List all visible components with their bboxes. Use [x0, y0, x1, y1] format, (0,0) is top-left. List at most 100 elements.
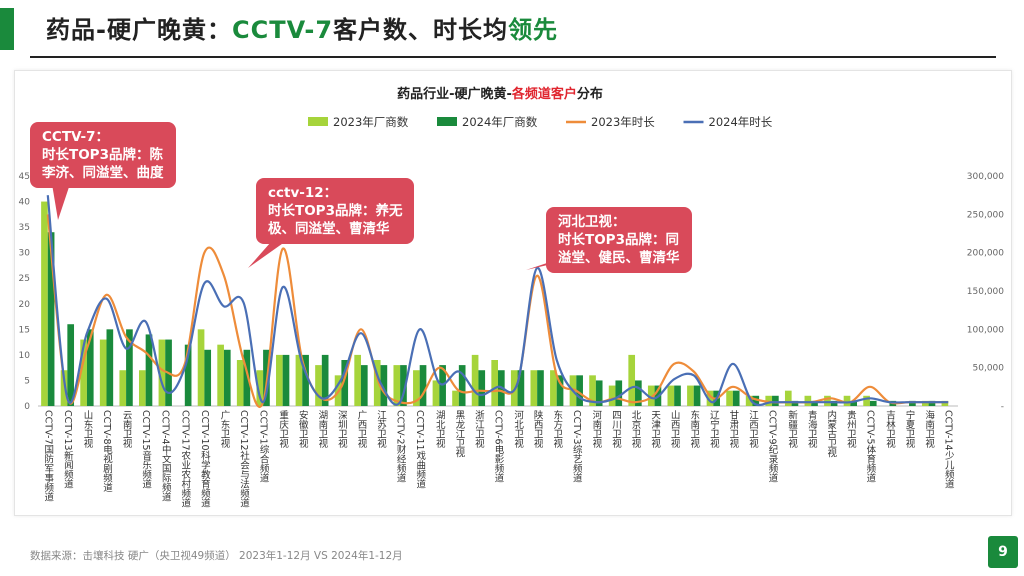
y-right-tick-label: -	[1001, 402, 1004, 412]
bar-2024-count	[184, 344, 192, 406]
bar-2023-count	[60, 370, 68, 406]
callout-line: cctv-12：	[268, 185, 338, 201]
callout-cctv12: cctv-12： 时长TOP3品牌：养无 极、同溢堂、曹清华	[256, 178, 415, 244]
y-left-tick-label: 10	[19, 351, 31, 361]
x-tick-label: 东南卫视	[688, 409, 700, 449]
bar-2023-count	[589, 375, 596, 406]
bar-2023-count	[726, 390, 733, 406]
bar-2024-count	[126, 329, 133, 406]
y-left-tick-label: 0	[24, 402, 30, 412]
bar-2023-count	[373, 360, 381, 406]
x-tick-label: 黑龙江卫视	[453, 410, 465, 458]
chart-title: 药品行业-硬广晚黄-各频道客户分布	[397, 86, 603, 102]
callout-line: 时长TOP3品牌：陈	[42, 147, 163, 163]
bar-2024-count	[145, 334, 153, 406]
x-tick-label: 山东卫视	[81, 410, 93, 449]
bar-2023-count	[706, 390, 714, 406]
bar-2024-count	[321, 354, 329, 406]
y-right-tick-label: 50,000	[973, 364, 1005, 374]
bar-2023-count	[80, 339, 87, 406]
legend-label: 2023年厂商数	[333, 115, 409, 129]
x-tick-label: CCTV-8电视剧频道	[101, 410, 113, 493]
x-tick-label: CCTV-5体育频道	[864, 410, 876, 483]
x-tick-label: CCTV-3综艺频道	[571, 410, 583, 483]
bar-2023-count	[824, 395, 831, 406]
bar-2024-count	[576, 375, 583, 406]
bar-2023-count	[628, 354, 636, 406]
x-tick-label: CCTV-10科学教育频道	[199, 410, 211, 508]
bar-2023-count	[158, 339, 166, 406]
bar-2023-count	[99, 339, 107, 406]
chart-lines	[46, 195, 949, 409]
bar-2024-count	[811, 400, 818, 406]
bar-2023-count	[921, 400, 929, 406]
chart-bars	[41, 201, 949, 406]
x-tick-label: CCTV-4中文国际频道	[160, 410, 172, 502]
bar-2023-count	[941, 400, 949, 406]
bar-2023-count	[276, 354, 283, 406]
x-tick-label: CCTV-9纪录频道	[767, 410, 779, 483]
bar-2024-count	[615, 380, 623, 406]
x-tick-label: 重庆卫视	[277, 409, 289, 449]
chart-card	[14, 70, 1012, 516]
bar-2024-count	[791, 400, 799, 406]
bar-2023-count	[452, 390, 459, 406]
x-tick-label: 广西卫视	[355, 409, 367, 449]
x-tick-label: 海南卫视	[923, 409, 935, 449]
bar-2023-count	[687, 385, 694, 406]
y-left-tick-label: 30	[19, 249, 31, 259]
legend-label: 2023年时长	[591, 115, 655, 129]
page-number: 9	[988, 536, 1018, 568]
y-right-tick-label: 200,000	[967, 249, 1004, 259]
bar-2024-count	[282, 354, 290, 406]
x-tick-label: 天津卫视	[649, 410, 661, 449]
bar-2023-count	[139, 370, 146, 406]
bar-2024-count	[772, 395, 779, 406]
callout-pointer	[52, 184, 70, 220]
x-tick-label: 江西卫视	[747, 410, 759, 449]
bar-2023-count	[647, 385, 655, 406]
x-tick-label: 甘肃卫视	[727, 409, 739, 449]
chart-legend: 2023年厂商数 2024年厂商数 2023年时长 2024年时长	[308, 115, 773, 129]
y-right-tick-label: 100,000	[967, 325, 1004, 335]
y-left-tick-label: 25	[19, 274, 30, 284]
x-tick-label: 四川卫视	[610, 410, 622, 449]
bar-2024-count	[204, 349, 212, 406]
bar-2023-count	[256, 370, 264, 406]
bar-2024-count	[595, 380, 603, 406]
y-right-tick-label: 300,000	[967, 172, 1004, 182]
bar-2024-count	[341, 360, 349, 406]
bar-2024-count	[732, 390, 740, 406]
y-left-tick-label: 45	[19, 172, 30, 182]
bar-2024-count	[419, 365, 427, 406]
x-tick-label: 陕西卫视	[532, 409, 544, 449]
bar-2023-count	[784, 390, 792, 406]
y-left-tick-label: 40	[19, 198, 31, 208]
bar-2024-count	[556, 375, 564, 406]
page-title: 药品-硬广晚黄：CCTV-7客户数、时长均领先	[46, 16, 559, 44]
bar-2024-count	[635, 380, 642, 406]
legend-label: 2024年厂商数	[462, 115, 538, 129]
bar-2024-count	[869, 400, 877, 406]
x-tick-label: 内蒙古卫视	[825, 409, 837, 458]
x-tick-label: 安徽卫视	[297, 409, 309, 449]
x-tick-label: 深圳卫视	[336, 410, 348, 449]
x-tick-label: 吉林卫视	[884, 410, 896, 449]
x-tick-label: CCTV-12社会与法频道	[238, 410, 250, 508]
bar-2024-count	[223, 349, 231, 406]
x-tick-label: CCTV-13新闻频道	[62, 410, 74, 489]
callout-line: 时长TOP3品牌：同	[558, 232, 679, 248]
bar-2023-count	[119, 370, 127, 406]
y-right-tick-label: 250,000	[967, 210, 1004, 220]
x-tick-label: 云南卫视	[121, 410, 133, 449]
bar-2023-count	[745, 395, 753, 406]
x-tick-label: 江苏卫视	[375, 410, 387, 449]
title-accent-bar	[0, 8, 14, 50]
title-highlight-channel: CCTV-7	[231, 16, 334, 44]
bar-2023-count	[843, 395, 851, 406]
bar-2023-count	[804, 395, 812, 406]
bar-2023-count	[217, 344, 224, 406]
bar-2023-count	[432, 380, 440, 406]
callout-cctv7: CCTV-7： 时长TOP3品牌：陈 李济、同溢堂、曲度	[30, 122, 176, 188]
